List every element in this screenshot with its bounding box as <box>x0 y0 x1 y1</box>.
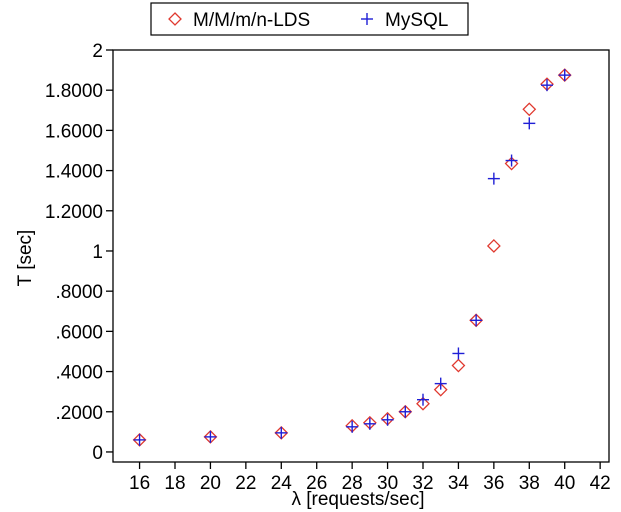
x-tick-label: 36 <box>483 473 504 494</box>
data-point-plus <box>452 347 465 360</box>
legend-plus-icon <box>361 13 373 25</box>
y-tick-label: .6000 <box>55 322 103 343</box>
x-tick-label: 18 <box>164 473 185 494</box>
data-point-plus <box>381 413 394 426</box>
y-axis-title: T [sec] <box>15 230 36 287</box>
data-point-plus <box>434 377 447 390</box>
x-tick-label: 28 <box>342 473 363 494</box>
data-point-diamond <box>433 382 448 397</box>
legend-box <box>150 2 469 36</box>
x-tick-label: 16 <box>129 473 150 494</box>
legend-diamond-icon <box>168 12 182 26</box>
data-point-diamond <box>416 396 430 411</box>
data-point-plus <box>204 430 217 443</box>
data-point-plus <box>487 172 500 185</box>
x-tick-label: 24 <box>271 473 293 494</box>
x-tick-label: 32 <box>412 473 433 494</box>
data-point-plus <box>133 433 146 446</box>
y-tick-label: 1.6000 <box>45 121 103 142</box>
y-tick-label: 1.2000 <box>45 202 103 223</box>
series-mysql <box>133 69 571 446</box>
y-tick-label: .2000 <box>55 403 103 424</box>
y-tick-label: 0 <box>92 443 103 464</box>
data-point-plus <box>541 79 553 92</box>
x-tick-label: 30 <box>377 473 398 494</box>
x-tick-label: 22 <box>235 473 256 494</box>
data-point-diamond <box>522 102 537 117</box>
data-point-plus <box>363 417 376 430</box>
data-point-plus <box>558 69 571 82</box>
data-point-diamond <box>451 358 466 373</box>
series-mmmn-lds <box>132 68 572 447</box>
x-axis: 16 18 20 22 24 26 28 30 32 34 36 38 40 42 <box>129 462 611 494</box>
data-point-diamond <box>504 156 519 171</box>
legend: M/M/m/n-LDS MySQL <box>150 2 469 36</box>
x-tick-label: 38 <box>519 473 540 494</box>
legend-label: M/M/m/n-LDS <box>193 10 310 31</box>
y-tick-label: 2 <box>92 41 103 62</box>
y-axis: 0 .2000 .4000 .6000 .8000 1 1.2000 1.4000 1.6000… <box>45 41 113 464</box>
data-point-plus <box>275 426 288 439</box>
plot-frame <box>112 49 610 463</box>
data-point-plus <box>523 117 536 130</box>
x-tick-label: 26 <box>306 473 327 494</box>
data-point-plus <box>346 420 359 433</box>
x-tick-label: 34 <box>448 473 470 494</box>
x-tick-label: 20 <box>200 473 221 494</box>
x-tick-label: 42 <box>590 473 611 494</box>
data-point-diamond <box>486 239 501 253</box>
data-point-plus <box>470 314 483 327</box>
y-tick-label: 1.8000 <box>45 81 103 102</box>
data-point-plus <box>399 405 412 418</box>
x-tick-label: 40 <box>554 473 575 494</box>
y-tick-label: .4000 <box>55 363 103 384</box>
data-point-plus <box>417 393 429 406</box>
data-points <box>132 68 572 447</box>
x-axis-title: λ [requests/sec] <box>291 489 424 510</box>
y-tick-label: .8000 <box>55 282 103 303</box>
axes: 16 18 20 22 24 26 28 30 32 34 36 38 40 42 0 .2000 .4000… <box>45 41 611 494</box>
y-tick-label: 1 <box>92 242 103 263</box>
data-point-plus <box>505 154 518 167</box>
legend-label: MySQL <box>385 10 448 31</box>
y-tick-label: 1.4000 <box>45 162 103 183</box>
